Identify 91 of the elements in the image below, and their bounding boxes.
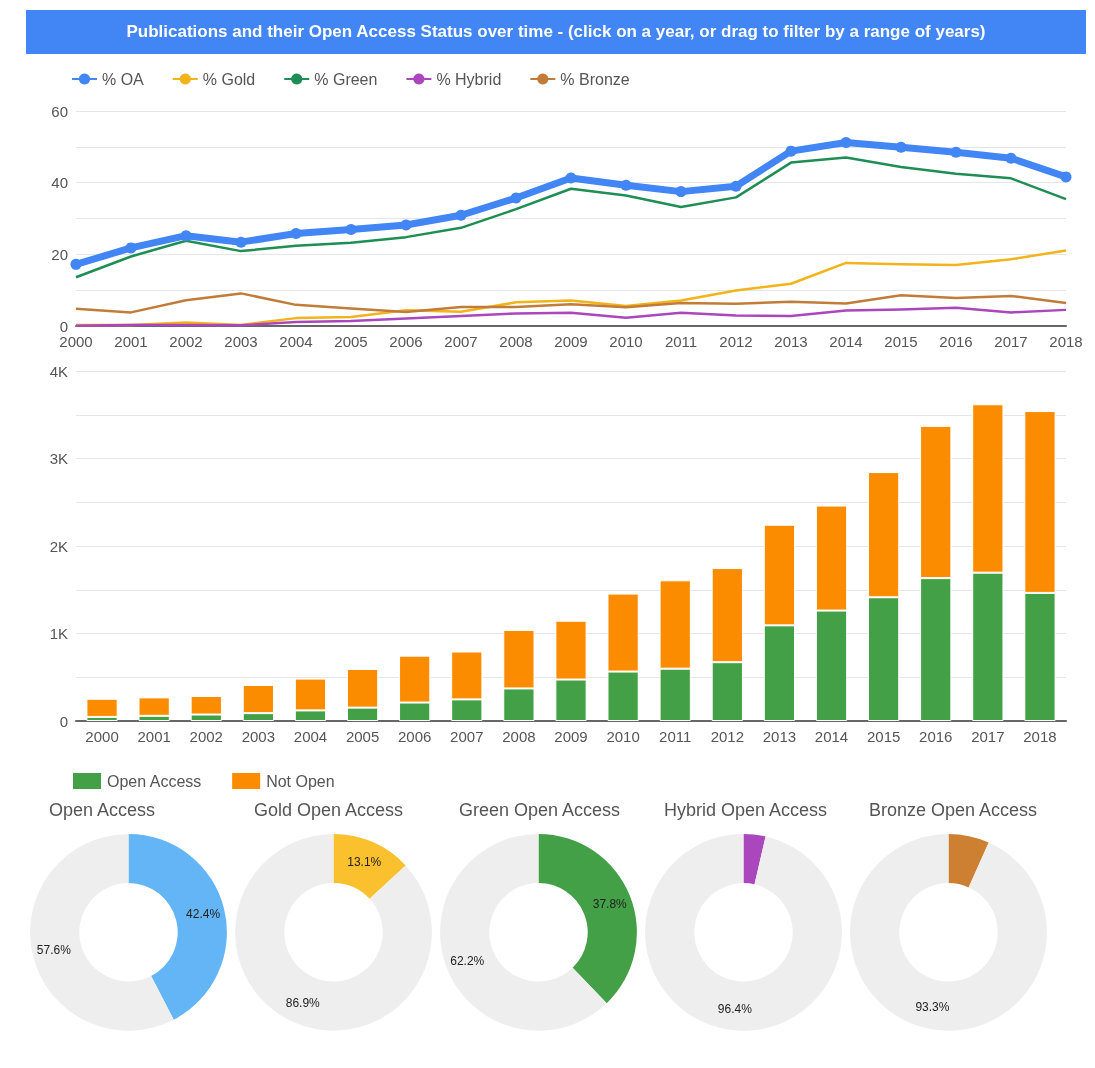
x-tick-label: 2015 [884, 333, 918, 350]
chart-title: Green Open Access [459, 800, 621, 820]
data-label: 62.2% [450, 954, 485, 969]
point [180, 230, 192, 242]
chart-title: Bronze Open Access [869, 800, 1038, 820]
point [70, 258, 82, 270]
point [565, 172, 577, 184]
legend-label: % Bronze [560, 70, 630, 88]
x-tick-label: 2002 [189, 728, 223, 745]
line-series [74, 156, 1068, 279]
chart-title: Gold Open Access [254, 800, 404, 820]
x-tick-label: 2016 [919, 728, 953, 745]
y-tick-label: 3K [49, 450, 68, 467]
point [290, 228, 302, 240]
point [675, 186, 687, 198]
point [1005, 152, 1017, 164]
x-tick-label: 2009 [554, 333, 588, 350]
point [785, 145, 797, 157]
y-tick-label: 1K [49, 625, 68, 642]
x-tick-label: 2017 [971, 728, 1005, 745]
x-tick-label: 2017 [994, 333, 1028, 350]
x-tick-label: 2014 [829, 333, 863, 350]
x-tick-label: 2007 [444, 333, 478, 350]
x-tick-label: 2000 [85, 728, 119, 745]
y-tick-label: 0 [59, 712, 68, 730]
y-tick-label: 20 [51, 245, 68, 263]
x-tick-label: 2013 [762, 728, 797, 745]
data-label: 93.3% [915, 1000, 950, 1015]
point [895, 141, 907, 153]
x-tick-label: 2002 [169, 333, 203, 350]
legend-label: % Gold [202, 70, 256, 88]
point [620, 179, 632, 191]
bar [86, 698, 118, 717]
data-label: 57.6% [36, 943, 72, 958]
x-tick-label: 2013 [774, 333, 808, 350]
x-tick-label: 2016 [939, 333, 973, 350]
x-tick-label: 2012 [710, 728, 744, 745]
point [400, 219, 412, 231]
y-tick-label: 0 [59, 317, 68, 335]
point [510, 192, 522, 204]
y-tick-label: 2K [49, 537, 68, 555]
x-tick-label: 2011 [659, 728, 692, 745]
point [840, 137, 852, 149]
x-tick-label: 2004 [279, 333, 313, 350]
x-tick-label: 2001 [137, 728, 171, 745]
x-tick-label: 2015 [866, 728, 901, 745]
x-tick-label: 2008 [502, 728, 536, 745]
x-tick-label: 2010 [609, 333, 643, 350]
x-tick-label: 2011 [664, 333, 698, 350]
legend-label: % OA [102, 70, 145, 88]
x-tick-label: 2012 [719, 333, 753, 350]
legend-label: Not Open [266, 772, 335, 790]
x-tick-label: 2006 [389, 333, 423, 350]
y-tick-label: 4K [49, 362, 68, 380]
point [125, 242, 137, 254]
point [345, 224, 357, 236]
x-tick-label: 2001 [114, 333, 148, 350]
data-label: 86.9% [285, 995, 321, 1010]
x-tick-label: 2009 [554, 728, 588, 745]
x-tick-label: 2003 [241, 728, 276, 745]
line-series [74, 306, 1068, 327]
data-label: 37.8% [592, 896, 628, 911]
legend-label: Open Access [107, 772, 202, 790]
data-label: 13.1% [347, 854, 382, 869]
y-tick-label: 60 [51, 102, 68, 120]
legend-label: % Hybrid [436, 70, 502, 88]
x-tick-label: 2004 [293, 728, 328, 745]
point [455, 209, 467, 221]
line-series [74, 292, 1068, 314]
x-tick-label: 2003 [224, 333, 258, 350]
chart-title: Open Access [49, 800, 156, 820]
point [950, 146, 962, 158]
point [235, 236, 247, 248]
point [1060, 171, 1072, 183]
x-tick-label: 2010 [606, 728, 640, 745]
x-tick-label: 2014 [814, 728, 849, 745]
data-label: 96.4% [717, 1001, 753, 1016]
x-tick-label: 2000 [59, 333, 93, 350]
x-tick-label: 2006 [398, 728, 432, 745]
chart-title: Hybrid Open Access [664, 800, 828, 820]
legend-label: % Green [314, 70, 378, 88]
data-label: 42.4% [186, 907, 221, 922]
x-tick-label: 2005 [345, 728, 380, 745]
y-tick-label: 40 [51, 174, 68, 192]
point [730, 180, 742, 192]
x-tick-label: 2007 [450, 728, 484, 745]
x-tick-label: 2005 [334, 333, 368, 350]
x-tick-label: 2008 [499, 333, 533, 350]
x-tick-label: 2018 [1023, 728, 1057, 745]
x-tick-label: 2018 [1049, 333, 1083, 350]
chart-title: Publications and their Open Access Status over time - (click on a year, or drag to filter by a range of years) [26, 10, 1086, 54]
